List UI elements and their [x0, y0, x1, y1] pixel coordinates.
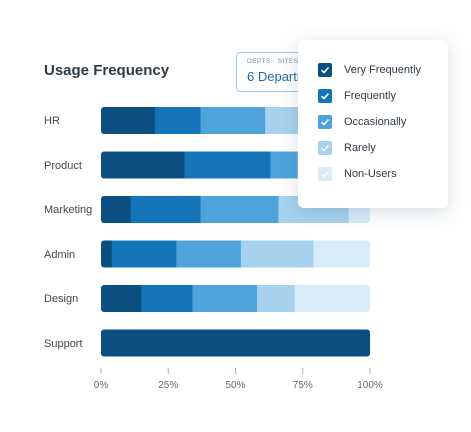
bar-segment-frequently[interactable]: [111, 240, 177, 268]
bar-segment-frequently[interactable]: [141, 285, 193, 312]
bar-segment-very-frequently[interactable]: [101, 196, 132, 223]
legend-item-rarely[interactable]: Rarely: [318, 140, 376, 156]
x-axis-tick-label: 0%: [94, 380, 109, 391]
bar-segment-rarely[interactable]: [265, 107, 304, 134]
bar-segment-occasionally[interactable]: [200, 196, 280, 223]
x-axis-tick-label: 50%: [225, 380, 245, 391]
bar-segment-very-frequently[interactable]: [101, 329, 371, 357]
bar-segment-occasionally[interactable]: [176, 240, 242, 268]
bar-segment-very-frequently[interactable]: [101, 151, 185, 179]
category-label: Support: [44, 337, 83, 350]
checkbox-checked-icon[interactable]: [318, 89, 332, 103]
checkbox-checked-icon[interactable]: [318, 167, 332, 181]
legend-panel: Very Frequently Frequently Occasionally …: [298, 40, 448, 208]
bar-segment-frequently[interactable]: [184, 151, 271, 179]
chart-title: Usage Frequency: [44, 62, 170, 79]
checkbox-checked-icon[interactable]: [318, 141, 332, 155]
bar-segment-rarely[interactable]: [257, 285, 296, 312]
category-label: HR: [44, 115, 60, 127]
bar-segment-rarely[interactable]: [240, 240, 315, 268]
legend-label: Non-Users: [344, 168, 397, 180]
legend-label: Rarely: [344, 142, 376, 154]
bar-segment-occasionally[interactable]: [270, 151, 298, 179]
legend-label: Occasionally: [344, 116, 407, 128]
bar-segment-non-users[interactable]: [294, 285, 371, 312]
bar-segment-very-frequently[interactable]: [101, 240, 113, 268]
legend-label: Very Frequently: [344, 64, 422, 76]
bar-segment-very-frequently[interactable]: [101, 107, 156, 134]
checkbox-checked-icon[interactable]: [318, 63, 332, 77]
legend-label: Frequently: [344, 90, 396, 102]
category-label: Product: [44, 159, 82, 172]
checkbox-checked-icon[interactable]: [318, 115, 332, 129]
bar-row-support: [101, 329, 371, 357]
legend-item-occasionally[interactable]: Occasionally: [318, 114, 406, 130]
bar-row-design: [101, 285, 371, 312]
x-axis-tick-label: 25%: [158, 380, 178, 391]
bar-segment-non-users[interactable]: [313, 240, 371, 268]
category-label: Design: [44, 293, 79, 305]
filter-label: DEPTS · SITES: [247, 58, 299, 65]
legend-item-frequently[interactable]: Frequently: [318, 88, 396, 104]
x-axis-tick-label: 100%: [357, 380, 383, 391]
bar-segment-occasionally[interactable]: [200, 107, 266, 134]
bar-segment-very-frequently[interactable]: [101, 285, 142, 312]
bar-segment-frequently[interactable]: [154, 107, 202, 134]
x-axis-tick-label: 75%: [293, 380, 313, 391]
bar-segment-frequently[interactable]: [130, 196, 202, 223]
category-label: Marketing: [44, 204, 93, 216]
bar-row-admin: [101, 240, 371, 268]
legend-item-very-frequently[interactable]: Very Frequently: [318, 62, 421, 78]
category-label: Admin: [44, 248, 76, 261]
bar-segment-occasionally[interactable]: [192, 285, 258, 312]
legend-item-non-users[interactable]: Non-Users: [318, 166, 397, 182]
